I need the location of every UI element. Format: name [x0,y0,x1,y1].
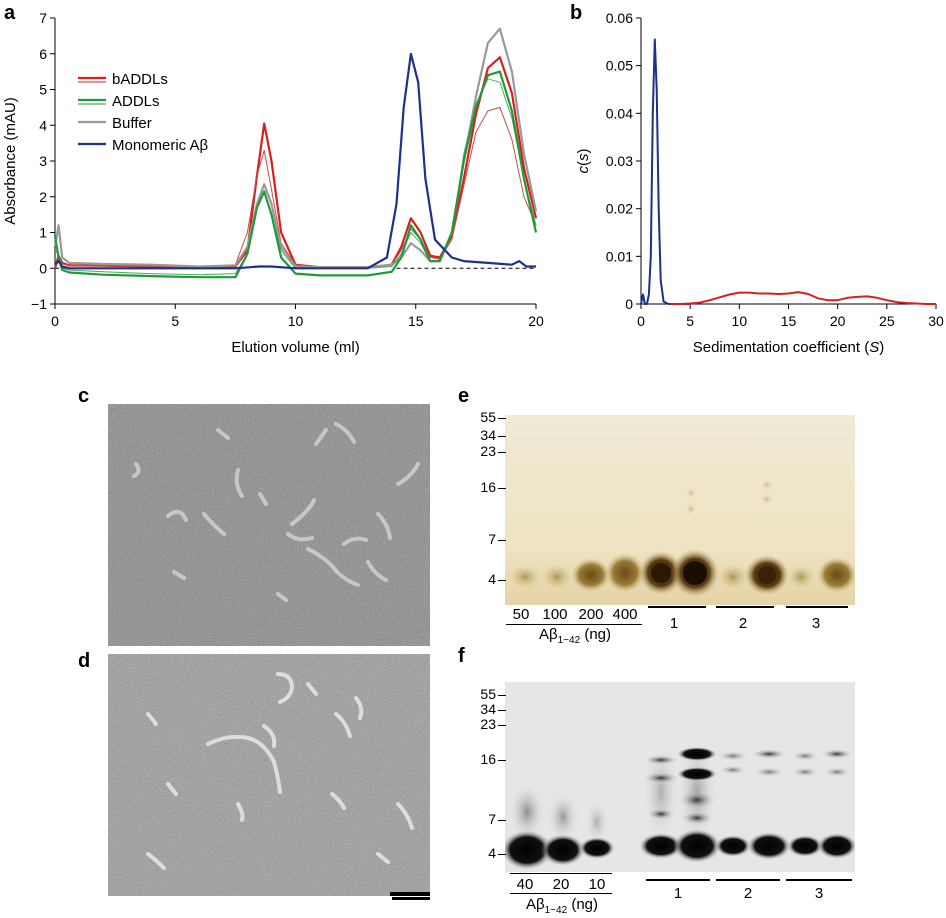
gel-f-marker-4: 4 [488,845,496,861]
a-y-tick-label: 7 [39,10,47,26]
panel-label-c: c [78,385,90,407]
em-micrograph-c [108,404,430,646]
gel-f-marker-16: 16 [480,751,496,767]
gel-e-lane-100: 100 [542,606,568,623]
b-y-tick-label: 0 [625,296,633,312]
gel-f-marker-34: 34 [480,701,496,717]
gel-f-group-3: 3 [814,885,824,902]
gel-e-lane-50: 50 [512,606,530,623]
gel-f-group-1: 1 [673,885,683,902]
gel-e-marker-34: 34 [480,427,496,443]
gel-f-western-blot [505,682,855,872]
b-x-tick-label: 25 [879,313,895,329]
gel-e-marker-23: 23 [480,443,496,459]
gel-e-group-3-bar [786,606,848,608]
gel-f-marker-7: 7 [488,811,496,827]
gel-e-group-1: 1 [669,615,679,632]
a-x-label: Elution volume (ml) [231,339,359,356]
a-series-4 [53,70,538,279]
gel-e-ab-underline [506,624,642,625]
gel-f-marker-23: 23 [480,716,496,732]
a-y-tick-label: 5 [39,82,47,98]
b-y-tick-label: 0.02 [606,201,633,217]
chart-b-sedimentation: 0 0.01 0.02 0.03 0.04 0.05 0.06 0 5 10 15 20 25 30 Sed… [575,10,944,356]
a-x-tick-label: 0 [51,313,59,329]
a-y-tick-label: 4 [39,117,47,133]
b-y-tick-label: 0.01 [606,248,633,264]
panel-label-e: e [458,385,470,407]
gel-f-group-2: 2 [743,885,753,902]
a-y-tick-label: 6 [39,46,47,62]
b-x-tick-label: 20 [830,313,846,329]
b-y-tick-label: 0.05 [606,58,633,74]
a-legend-label: Buffer [112,115,152,132]
a-y-tick-label: 0 [39,260,47,276]
gel-e-ab-label: Aβ1−42 (ng) [538,626,611,646]
gel-e-group-1-bar [648,606,706,608]
gel-e-group-2-bar [716,606,774,608]
a-x-tick-label: 5 [171,313,179,329]
b-y-label: c(s) [575,149,592,174]
a-x-tick-label: 15 [408,313,424,329]
a-series-5 [54,52,536,270]
b-series-red [670,291,936,305]
b-x-tick-label: 15 [781,313,797,329]
gel-e-lane-400: 400 [612,606,638,623]
gel-e-silver-stain [505,415,855,605]
a-y-tick-label: 2 [39,189,47,205]
b-x-tick-label: 5 [686,313,694,329]
a-legend-label: Monomeric Aβ [112,137,209,154]
gel-f-lane-40: 40 [516,876,534,893]
gel-e-marker-7: 7 [488,531,496,547]
b-x-tick-label: 30 [928,313,944,329]
em-micrograph-d [108,654,430,896]
a-y-tick-label: 3 [39,153,47,169]
panel-label-b: b [570,2,583,24]
panel-label-d: d [78,650,91,672]
gel-f-ab-label: Aβ1−42 (ng) [525,896,598,916]
b-x-tick-label: 0 [637,313,645,329]
b-y-tick-label: 0.06 [606,10,633,26]
gel-f-group-3-bar [786,879,852,881]
a-legend-label: bADDLs [112,71,168,88]
scale-bar [392,897,430,900]
b-x-tick-label: 10 [732,313,748,329]
gel-e-group-2: 2 [738,615,748,632]
b-y-tick-label: 0.03 [606,153,633,169]
gel-f-group-2-bar [716,879,780,881]
a-y-tick-label: 1 [39,225,47,241]
b-y-tick-label: 0.04 [606,105,633,121]
gel-f-lane-topline [510,873,612,874]
gel-f-ab-underline [510,893,612,894]
b-series-blue [640,38,691,305]
gel-e-marker-55: 55 [480,409,496,425]
gel-f-lane-20: 20 [552,876,570,893]
a-y-tick-label: −1 [31,296,47,312]
a-y-label: Absorbance (mAU) [2,97,19,225]
gel-f-group-1-bar [646,879,710,881]
panel-label-a: a [4,2,16,24]
gel-e-marker-4: 4 [488,571,496,587]
gel-e-lane-200: 200 [578,606,604,623]
b-x-label: Sedimentation coefficient (S) [693,339,885,356]
a-x-tick-label: 10 [288,313,304,329]
a-legend-label: ADDLs [112,93,160,110]
panel-label-f: f [458,645,465,667]
gel-e-group-3: 3 [811,615,821,632]
gel-e-marker-16: 16 [480,479,496,495]
gel-f-marker-55: 55 [480,686,496,702]
a-x-tick-label: 20 [528,313,544,329]
gel-f-lane-10: 10 [588,876,606,893]
